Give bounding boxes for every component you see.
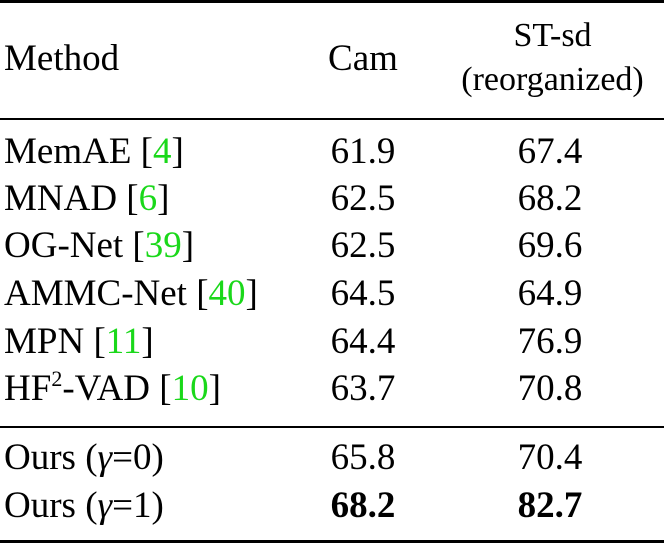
bracket: ] xyxy=(208,368,221,409)
citation-link[interactable]: 11 xyxy=(105,321,142,362)
cam-value-best: 68.2 xyxy=(330,485,396,526)
superscript: 2 xyxy=(51,366,63,391)
citation-link[interactable]: 39 xyxy=(144,225,182,266)
table-row-method: MemAE [4] xyxy=(4,130,184,174)
st-sd-value: 69.6 xyxy=(517,225,583,266)
cam-value: 65.8 xyxy=(330,437,396,478)
table-row-method: HF2-VAD [10] xyxy=(4,367,221,411)
bracket: ] xyxy=(181,225,195,266)
ours-label: Ours ( xyxy=(4,437,98,478)
st-sd-value-best: 82.7 xyxy=(517,485,583,526)
method-name: AMMC-Net [ xyxy=(4,273,209,314)
cam-value: 63.7 xyxy=(330,368,396,409)
header-method: Method xyxy=(4,38,120,79)
header-st-sd-sub: (reorganized) xyxy=(461,61,644,98)
method-name-suffix: -VAD [ xyxy=(62,368,172,409)
ours-param: =0) xyxy=(112,437,164,478)
ours-label: Ours ( xyxy=(4,485,98,526)
header-rule xyxy=(0,118,664,120)
cam-value: 62.5 xyxy=(330,225,396,266)
cam-value: 64.5 xyxy=(330,273,396,314)
bracket: ] xyxy=(141,321,154,362)
table-row-method: MNAD [6] xyxy=(4,177,169,221)
st-sd-value: 67.4 xyxy=(517,131,583,172)
ours-param: =1) xyxy=(112,485,164,526)
table-bottom-rule xyxy=(0,540,664,543)
cam-value: 64.4 xyxy=(330,321,396,362)
table-row-method: MPN [11] xyxy=(4,320,154,364)
method-name: MNAD [ xyxy=(4,178,139,219)
table-row-method: AMMC-Net [40] xyxy=(4,272,258,316)
cam-value: 62.5 xyxy=(330,178,396,219)
citation-link[interactable]: 4 xyxy=(153,131,172,172)
bracket: ] xyxy=(245,273,258,314)
st-sd-value: 68.2 xyxy=(517,178,583,219)
st-sd-value: 76.9 xyxy=(517,321,583,362)
gamma-symbol: γ xyxy=(97,485,113,526)
method-name: HF xyxy=(4,368,52,409)
table-row-ours: Ours (γ=0) xyxy=(4,436,164,480)
citation-link[interactable]: 10 xyxy=(171,368,209,409)
table-row-method: OG-Net [39] xyxy=(4,224,194,268)
header-st-sd: ST-sd xyxy=(513,17,592,54)
section-rule xyxy=(0,426,664,428)
table-row-ours: Ours (γ=1) xyxy=(4,484,164,528)
table-top-rule xyxy=(0,0,664,3)
gamma-symbol: γ xyxy=(97,437,113,478)
cam-value: 61.9 xyxy=(330,131,396,172)
st-sd-value: 64.9 xyxy=(517,273,583,314)
st-sd-value: 70.8 xyxy=(517,368,583,409)
method-name: MemAE [ xyxy=(4,131,153,172)
header-cam: Cam xyxy=(328,38,398,79)
method-name: OG-Net [ xyxy=(4,225,145,266)
citation-link[interactable]: 40 xyxy=(208,273,246,314)
bracket: ] xyxy=(157,178,170,219)
bracket: ] xyxy=(171,131,184,172)
st-sd-value: 70.4 xyxy=(517,437,583,478)
method-name: MPN [ xyxy=(4,321,106,362)
citation-link[interactable]: 6 xyxy=(138,178,158,219)
